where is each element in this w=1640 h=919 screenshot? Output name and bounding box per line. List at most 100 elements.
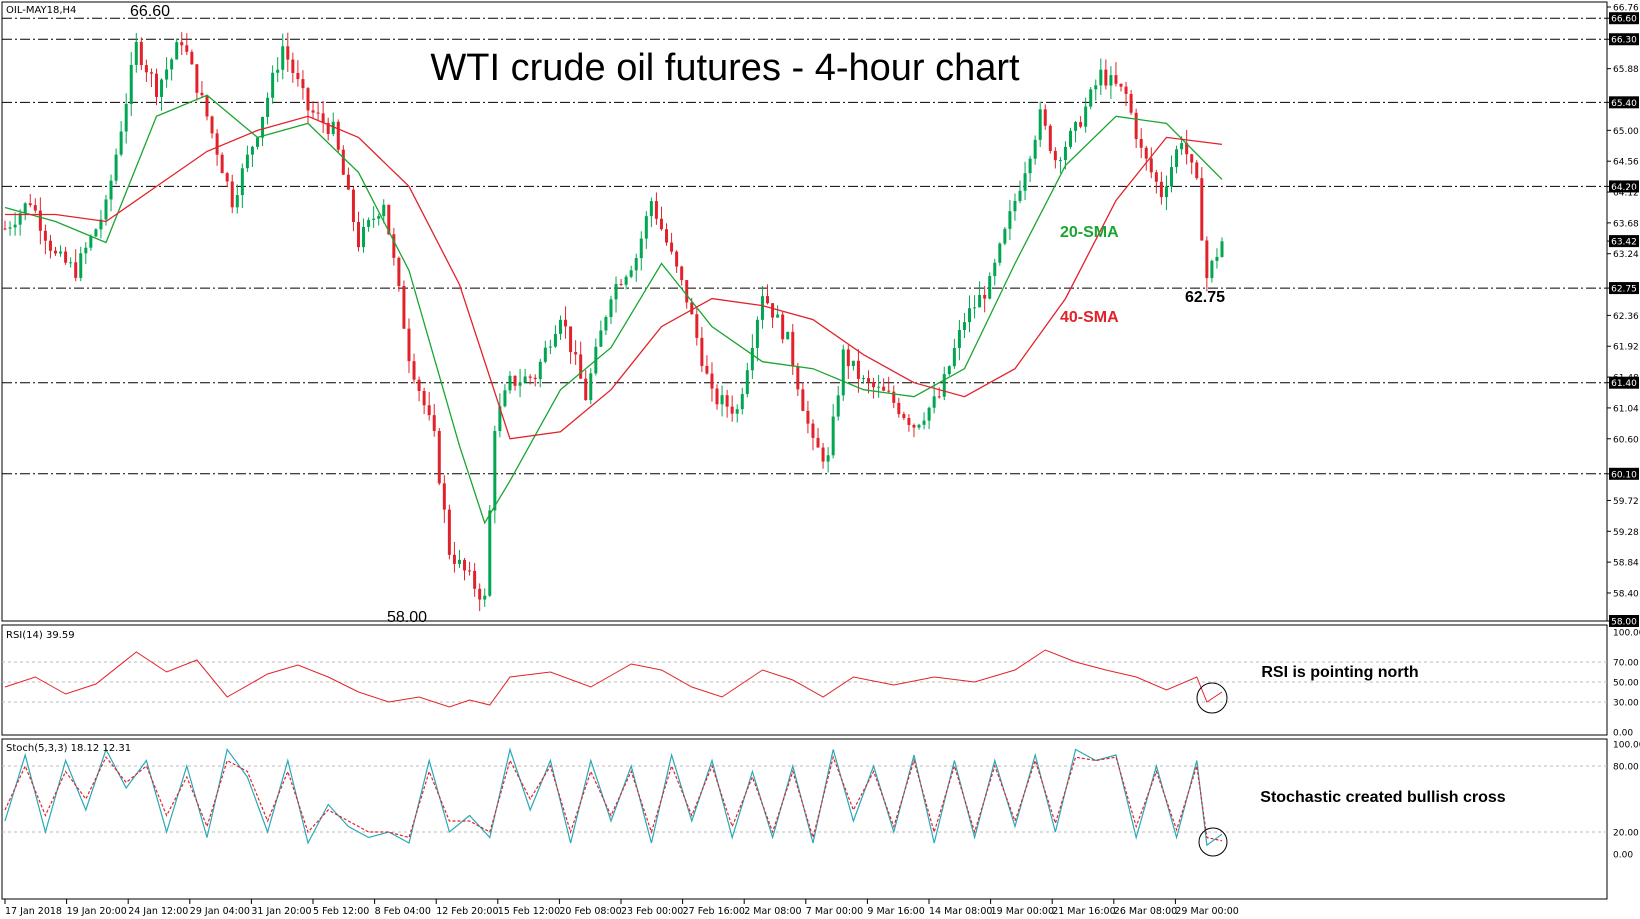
candle-body [574,352,578,355]
candle-body [649,201,653,217]
price-tick-label: 63.24 [1613,250,1639,260]
price-tag-bg [1609,12,1639,25]
stoch-tick-label: 0.00 [1613,851,1633,861]
price-tick-label: 63.68 [1613,219,1639,229]
candle-body [1114,75,1118,84]
label-20-sma: 20-SMA [1060,224,1119,241]
price-tick-label: 64.56 [1613,158,1639,168]
candle-body [200,92,204,96]
candle-body [553,333,557,347]
horizontal-levels [2,17,1607,475]
candle-body [1139,139,1143,148]
candle-body [225,173,229,182]
time-tick-label: 29 Jan 04:00 [190,906,250,917]
candle-body [311,110,315,113]
moving-averages [4,94,1223,525]
price-tag-label: 63.42 [1611,238,1637,248]
candle-body [422,391,426,406]
candle-body [705,365,709,374]
candle-body [119,131,123,155]
candle-body [235,195,239,208]
candle-body [1159,181,1163,198]
time-tick-label: 31 Jan 20:00 [251,906,311,917]
candle-body [1205,240,1209,279]
candle-body [760,296,764,320]
candle-body [968,308,972,323]
candle-body [831,416,835,456]
time-tick-label: 21 Mar 16:00 [1052,906,1115,917]
price-panel-frame [1,1,1608,622]
candle-body [922,420,926,425]
rsi-line [4,649,1223,708]
label-40-sma: 40-SMA [1060,309,1119,326]
candle-body [170,59,174,70]
price-tick-label: 64.12 [1613,189,1639,199]
candle-body [907,418,911,425]
candle-body [447,509,451,555]
price-tag-bg [1609,33,1639,46]
candle-body [1084,106,1088,127]
annotation-high: 66.60 [130,3,170,20]
candle-body [79,253,83,278]
candle-body [614,283,618,300]
candle-body [134,41,138,65]
candle-body [154,73,158,97]
candle-body [412,361,416,380]
candle-body [543,347,547,362]
candle-body [387,204,391,235]
rsi-tick-label: 70.00 [1613,659,1639,669]
candle-body [160,79,164,97]
price-tick-label: 62.36 [1613,312,1639,322]
price-tick-label: 60.60 [1613,435,1639,445]
candle-body [1104,69,1108,86]
candle-body [478,588,482,600]
candle-body [1043,109,1047,126]
candle-body [619,283,623,285]
candle-body [1119,83,1123,87]
candle-body [806,410,810,424]
candle-body [791,331,795,367]
candle-body [23,203,27,214]
candle-body [468,570,472,572]
candle-body [1023,173,1027,191]
candle-body [654,201,658,219]
candle-body [53,250,57,254]
candle-body [609,299,613,318]
candle-body [1220,241,1224,257]
price-tick-label: 66.76 [1613,4,1639,14]
price-tag-bg [1609,615,1639,627]
candle-body [392,234,396,258]
candle-body [407,328,411,362]
candle-body [255,137,259,147]
symbol-header: OIL-MAY18,H4 [6,5,76,16]
candle-body [1028,158,1032,174]
candle-body [937,396,941,398]
candle-body [69,262,73,264]
candle-body [104,199,108,220]
candle-body [927,407,931,421]
candle-body [1164,186,1168,198]
candle-body [367,219,371,227]
time-tick-label: 20 Feb 08:00 [559,906,621,917]
stoch-highlight-circle [1198,827,1228,857]
stoch-header: Stoch(5,3,3) 18.12 12.31 [6,743,131,754]
candle-body [43,230,47,241]
candle-body [64,251,68,263]
price-tag-bg [1609,282,1639,295]
candle-body [548,346,552,348]
price-tag-bg [1609,376,1639,389]
candle-body [276,69,280,73]
candle-body [755,319,759,348]
stoch-tick-label: 100.00 [1613,741,1640,751]
candle-body [887,390,891,392]
candle-body [962,322,966,330]
candle-body [569,326,573,353]
candle-body [1074,122,1078,131]
candle-body [503,390,507,407]
candle-body [821,447,825,462]
candle-body [185,45,189,52]
price-tag-label: 62.75 [1611,285,1637,295]
